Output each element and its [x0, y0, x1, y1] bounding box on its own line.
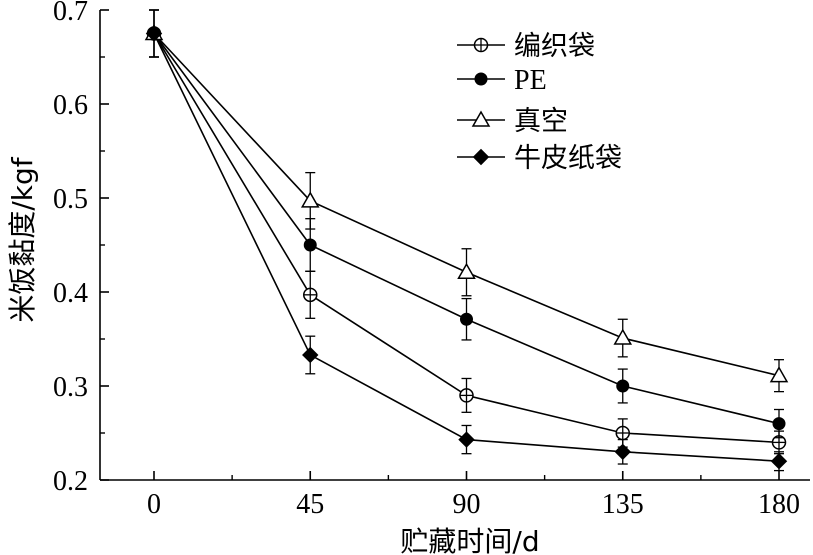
y-axis-label: 米饭黏度/kgf: [6, 156, 39, 322]
x-axis-ticks: 0 45 90 135 180: [147, 471, 800, 520]
data-point: [145, 25, 163, 42]
legend-item: 牛皮纸袋: [457, 143, 622, 174]
legend-item: PE: [457, 65, 547, 96]
legend-label: 编织袋: [514, 31, 595, 62]
legend-label: PE: [514, 65, 547, 96]
data-point: [460, 312, 473, 326]
x-tick-label: 0: [147, 489, 161, 520]
data-point: [458, 431, 475, 448]
data-point: [300, 191, 320, 208]
data-point: [302, 346, 319, 364]
legend-marker: [471, 110, 491, 127]
data-point: [303, 287, 318, 303]
data-point: [615, 425, 630, 441]
axes: [99, 10, 810, 481]
legend-item: 编织袋: [457, 31, 595, 62]
legend-marker: [474, 72, 488, 86]
data-point: [616, 379, 630, 393]
legend-marker: [473, 37, 489, 53]
data-point: [613, 328, 633, 345]
data-point: [769, 366, 789, 383]
y-tick-label: 0.4: [53, 278, 88, 309]
data-point: [614, 443, 631, 461]
y-tick-label: 0.2: [53, 466, 88, 497]
series-layer: [144, 9, 789, 472]
data-point: [772, 417, 786, 431]
data-point: [303, 238, 317, 252]
y-tick-label: 0.7: [53, 0, 88, 27]
x-tick-label: 135: [602, 489, 644, 520]
legend-label: 牛皮纸袋: [514, 143, 622, 174]
legend-item: 真空: [457, 106, 568, 137]
x-tick-label: 180: [758, 489, 800, 520]
y-tick-label: 0.3: [53, 372, 88, 403]
data-point: [770, 452, 788, 470]
data-point: [457, 262, 476, 280]
x-tick-label: 90: [453, 489, 481, 520]
legend-label: 真空: [514, 106, 568, 137]
data-point: [459, 388, 474, 403]
series-3: [144, 9, 789, 393]
series-1: [146, 9, 787, 455]
series-2: [147, 9, 786, 439]
x-axis-label: 贮藏时间/d: [400, 525, 539, 555]
series-4: [145, 9, 788, 472]
legend-marker: [472, 148, 490, 166]
y-axis-ticks: 0.2 0.3 0.4 0.5 0.6 0.7: [53, 0, 109, 497]
y-tick-label: 0.5: [53, 184, 88, 215]
y-tick-label: 0.6: [53, 90, 88, 121]
series-line: [153, 33, 780, 425]
x-tick-label: 45: [296, 489, 324, 520]
